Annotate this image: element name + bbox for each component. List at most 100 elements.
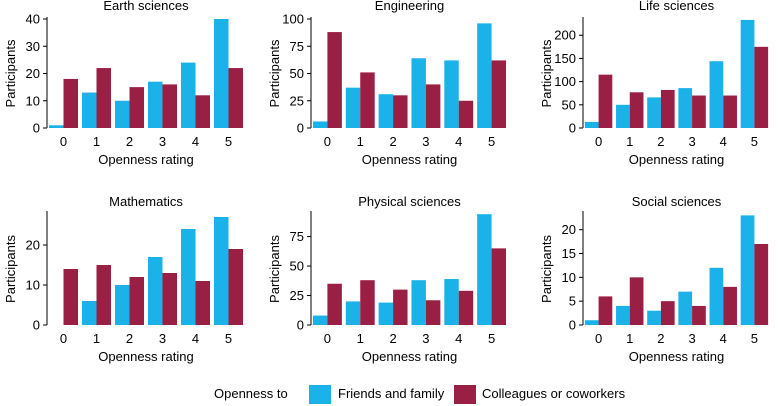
bar-colleagues-or-coworkers — [360, 72, 375, 128]
y-tick-label: 25 — [290, 93, 304, 108]
y-axis-label: Participants — [3, 235, 18, 303]
bar-friends-and-family — [345, 87, 361, 128]
x-tick-label: 2 — [657, 134, 664, 149]
bar-friends-and-family — [477, 23, 492, 128]
bar-friends-and-family — [147, 81, 163, 128]
y-tick-label: 75 — [290, 229, 304, 244]
bar-friends-and-family — [709, 61, 724, 128]
y-axis-label: Participants — [3, 39, 18, 107]
bar-friends-and-family — [378, 302, 394, 325]
bar-colleagues-or-coworkers — [360, 280, 375, 325]
y-tick-label: 40 — [26, 12, 40, 27]
bar-friends-and-family — [740, 215, 755, 325]
panel-earth-sciences: Earth sciences 0 10 20 30 40 Participants 0 1 2 3 4… — [3, 0, 244, 167]
bar-friends-and-family — [678, 88, 693, 128]
bar-colleagues-or-coworkers — [425, 300, 441, 325]
bar-friends-and-family — [312, 315, 328, 325]
y-tick-label: 0 — [297, 121, 304, 136]
x-tick-label: 3 — [688, 331, 695, 346]
x-axis-label: Openness rating — [362, 152, 457, 167]
x-tick-label: 2 — [126, 134, 133, 149]
x-tick-label: 1 — [357, 134, 364, 149]
bar-friends-and-family — [616, 104, 630, 128]
panel-title: Social sciences — [632, 194, 722, 209]
bar-friends-and-family — [48, 125, 64, 128]
x-tick-label: 4 — [720, 331, 727, 346]
x-tick-label: 3 — [688, 134, 695, 149]
y-tick-label: 100 — [554, 74, 576, 89]
y-tick-label: 0 — [569, 121, 576, 136]
x-tick-label: 4 — [455, 331, 462, 346]
x-tick-label: 1 — [626, 331, 633, 346]
legend-label-friends: Friends and family — [338, 386, 445, 401]
x-tick-label: 5 — [751, 331, 758, 346]
bar-friends-and-family — [213, 217, 229, 325]
x-axis-label: Openness rating — [98, 349, 193, 364]
bar-colleagues-or-coworkers — [723, 286, 737, 325]
bar-friends-and-family — [213, 19, 229, 128]
x-axis-label: Openness rating — [98, 152, 193, 167]
bar-colleagues-or-coworkers — [692, 305, 706, 325]
bar-friends-and-family — [114, 285, 130, 325]
panel-mathematics: Mathematics 0 10 20 Participants 0 1 2 3 4 5 Openne… — [3, 194, 244, 364]
y-tick-label: 150 — [554, 51, 576, 66]
bar-friends-and-family — [180, 62, 196, 128]
y-tick-label: 0 — [569, 318, 576, 333]
x-tick-label: 3 — [422, 134, 429, 149]
x-tick-label: 3 — [159, 331, 166, 346]
y-axis-label: Participants — [539, 39, 554, 107]
bar-colleagues-or-coworkers — [393, 95, 408, 128]
x-tick-label: 4 — [455, 134, 462, 149]
x-tick-label: 1 — [626, 134, 633, 149]
bar-friends-and-family — [647, 310, 661, 325]
x-tick-label: 2 — [657, 331, 664, 346]
bar-friends-and-family — [180, 229, 196, 325]
bar-colleagues-or-coworkers — [598, 296, 613, 325]
bar-colleagues-or-coworkers — [393, 289, 408, 325]
y-tick-label: 0 — [33, 318, 40, 333]
bar-friends-and-family — [411, 280, 426, 325]
legend-label-colleagues: Colleagues or coworkers — [482, 386, 626, 401]
bar-friends-and-family — [477, 214, 492, 325]
x-tick-label: 2 — [389, 331, 396, 346]
bar-colleagues-or-coworkers — [195, 281, 211, 325]
bar-colleagues-or-coworkers — [491, 248, 507, 325]
panel-title: Life sciences — [639, 0, 715, 13]
x-tick-label: 1 — [93, 134, 100, 149]
x-tick-label: 0 — [60, 331, 67, 346]
bar-friends-and-family — [345, 301, 361, 325]
bar-friends-and-family — [584, 320, 599, 325]
bar-friends-and-family — [444, 279, 459, 325]
legend-swatch-colleagues — [454, 385, 476, 404]
y-tick-label: 20 — [26, 238, 40, 253]
x-tick-label: 5 — [751, 134, 758, 149]
y-tick-label: 0 — [33, 121, 40, 136]
bar-friends-and-family — [647, 97, 661, 128]
panel-social-sciences: Social sciences 0 5 10 15 20 Participants 0 1 2 3 4… — [539, 194, 769, 364]
x-tick-label: 0 — [60, 134, 67, 149]
bar-colleagues-or-coworkers — [228, 249, 244, 325]
x-tick-label: 4 — [192, 134, 199, 149]
bar-friends-and-family — [584, 121, 599, 128]
bar-colleagues-or-coworkers — [129, 277, 145, 325]
bar-colleagues-or-coworkers — [692, 95, 706, 128]
panel-physical-sciences: Physical sciences 0 25 50 75 Participants 0 1 2 3… — [267, 194, 507, 364]
y-tick-label: 50 — [562, 97, 576, 112]
bar-friends-and-family — [378, 94, 394, 128]
bar-colleagues-or-coworkers — [629, 277, 644, 325]
bar-colleagues-or-coworkers — [228, 68, 244, 128]
bar-colleagues-or-coworkers — [162, 273, 178, 325]
panel-title: Engineering — [375, 0, 444, 13]
x-tick-label: 0 — [324, 134, 331, 149]
x-tick-label: 1 — [93, 331, 100, 346]
bar-friends-and-family — [147, 257, 163, 325]
panel-title: Mathematics — [109, 194, 183, 209]
bar-colleagues-or-coworkers — [491, 60, 507, 128]
bar-colleagues-or-coworkers — [660, 301, 675, 325]
y-tick-label: 0 — [297, 318, 304, 333]
bar-colleagues-or-coworkers — [660, 89, 675, 128]
y-tick-label: 50 — [290, 66, 304, 81]
